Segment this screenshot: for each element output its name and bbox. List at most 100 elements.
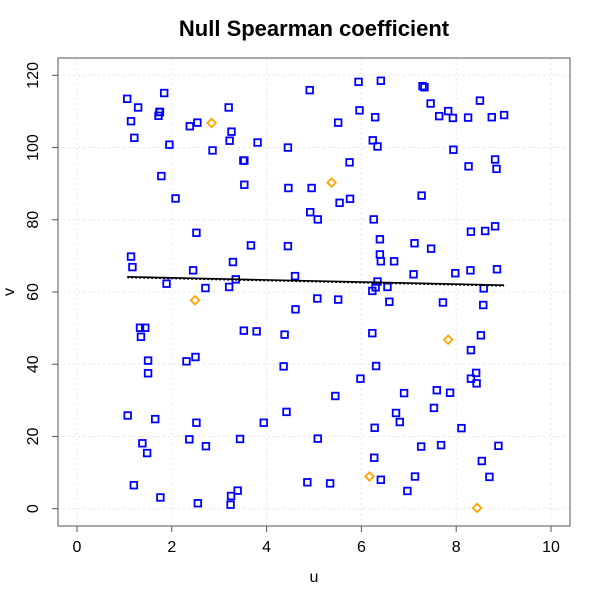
data-point [128, 262, 137, 272]
outlier-point [471, 502, 483, 514]
data-point [135, 323, 145, 332]
data-point [279, 362, 288, 371]
data-point [376, 257, 386, 266]
data-point [226, 500, 235, 509]
data-point [283, 241, 293, 251]
data-point [368, 136, 377, 145]
data-point [436, 440, 446, 450]
x-tick-label: 8 [452, 539, 461, 556]
data-point [426, 244, 436, 253]
data-point [305, 85, 314, 95]
grid [58, 58, 570, 526]
data-point [354, 77, 363, 87]
outlier-point [326, 177, 338, 189]
data-point [280, 330, 289, 339]
regression-line-dashed [127, 277, 505, 287]
data-point [410, 239, 419, 248]
data-point [162, 279, 171, 288]
data-point [471, 368, 481, 378]
data-point [201, 283, 210, 293]
data-point [418, 81, 427, 91]
data-point [466, 227, 476, 236]
data-point [136, 332, 146, 341]
x-axis-label: u [310, 569, 319, 586]
y-tick-label: 40 [25, 355, 42, 373]
data-point [368, 328, 377, 338]
outlier-point [189, 294, 201, 306]
outlier-point [363, 471, 375, 483]
data-point [240, 180, 249, 189]
data-point [141, 323, 150, 332]
data-point [188, 266, 198, 275]
data-point [123, 411, 132, 420]
y-axis-label: v [1, 288, 18, 296]
data-point [434, 111, 444, 121]
data-point [233, 486, 242, 495]
data-point [472, 379, 481, 388]
data-point [476, 331, 486, 340]
data-point [240, 156, 249, 165]
data-point [369, 215, 378, 224]
data-point [335, 198, 344, 208]
data-point [253, 138, 262, 147]
data-point [192, 228, 201, 237]
data-point [303, 478, 312, 487]
data-point [224, 103, 233, 112]
data-point [432, 386, 441, 395]
data-point [373, 142, 382, 151]
data-point [133, 103, 143, 112]
data-point [226, 491, 236, 501]
data-point [370, 113, 380, 122]
data-point [259, 418, 268, 427]
data-point [225, 136, 234, 145]
data-point [185, 435, 194, 444]
data-point [165, 140, 174, 149]
data-point [487, 113, 496, 122]
data-point [123, 94, 132, 104]
data-point [291, 305, 300, 314]
data-point [490, 222, 500, 231]
data-point [443, 106, 453, 116]
data-point [466, 345, 476, 355]
data-points [123, 76, 509, 514]
data-point [239, 326, 249, 335]
x-tick-label: 4 [262, 539, 271, 556]
data-point [143, 369, 153, 378]
data-point [416, 442, 426, 451]
data-point [331, 391, 340, 401]
y-tick-label: 0 [25, 504, 42, 513]
x-tick-label: 10 [542, 539, 560, 556]
data-point [156, 493, 165, 502]
data-point [403, 486, 412, 496]
data-point [333, 118, 343, 127]
data-point [385, 297, 394, 306]
regression-line-group [127, 276, 505, 287]
data-point [143, 356, 153, 365]
data-point [155, 107, 164, 117]
data-point [480, 226, 490, 236]
data-point [466, 374, 476, 383]
data-point [313, 434, 322, 443]
data-point [375, 250, 385, 259]
data-point [485, 472, 494, 482]
data-point [307, 183, 316, 193]
data-point [185, 122, 194, 131]
data-point [391, 408, 401, 418]
data-point [228, 257, 238, 267]
x-tick-label: 0 [73, 539, 82, 556]
data-point [333, 295, 343, 304]
data-point [399, 388, 409, 398]
data-point [448, 113, 458, 123]
data-point [313, 215, 322, 224]
data-point [383, 282, 392, 292]
data-point [466, 266, 475, 275]
data-point [475, 96, 485, 105]
data-point [499, 110, 509, 120]
data-point [345, 158, 354, 167]
data-point [438, 298, 448, 307]
data-point [193, 118, 202, 127]
data-point [449, 145, 458, 154]
data-point [492, 164, 501, 174]
y-tick-label: 20 [25, 427, 42, 445]
